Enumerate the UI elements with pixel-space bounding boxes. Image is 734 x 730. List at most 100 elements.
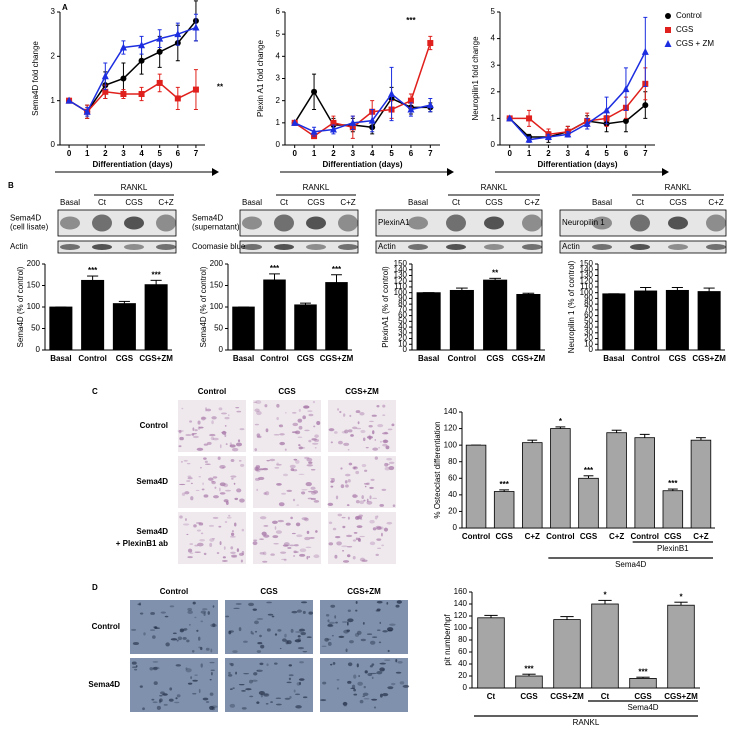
bar — [483, 279, 508, 351]
micrograph-texture — [298, 408, 301, 412]
micrograph-texture — [313, 554, 320, 559]
micrograph-texture — [131, 661, 137, 665]
y-tick-label: 0 — [463, 683, 468, 692]
lane-label: Ct — [280, 198, 289, 207]
micrograph-texture — [254, 423, 260, 426]
bar — [606, 432, 627, 529]
micrograph-texture — [304, 429, 310, 432]
micrograph-texture — [303, 405, 310, 409]
micrograph-texture — [335, 621, 338, 624]
micrograph-texture — [332, 661, 336, 665]
marker — [407, 105, 415, 113]
micrograph-texture — [234, 497, 239, 501]
micrograph-texture — [280, 558, 287, 561]
y-tick-label: 140 — [580, 265, 594, 274]
micrograph-texture — [392, 504, 396, 507]
micrograph-texture — [183, 628, 188, 631]
marker — [102, 88, 109, 95]
micrograph-texture — [227, 674, 233, 677]
bar — [465, 444, 487, 529]
micrograph-texture — [194, 674, 198, 676]
blot-band — [338, 214, 358, 232]
panel-label: C — [92, 387, 98, 396]
micrograph-texture — [210, 671, 213, 676]
micrograph-texture — [368, 424, 373, 428]
series-line — [294, 42, 432, 138]
micrograph-texture — [328, 428, 335, 432]
micrograph-texture — [218, 487, 221, 492]
micrograph-texture — [262, 551, 267, 556]
micrograph-texture — [304, 517, 309, 522]
micrograph-texture — [287, 546, 292, 550]
micrograph-texture — [344, 480, 348, 484]
micrograph-texture — [301, 491, 306, 495]
x-tick-label: C+Z — [609, 532, 624, 541]
micrograph-texture — [297, 638, 302, 642]
micrograph-texture — [168, 698, 174, 702]
column-label: CGS+ZM — [345, 387, 379, 396]
micrograph-texture — [341, 545, 348, 548]
micrograph-texture — [234, 522, 237, 527]
y-tick-label: 150 — [580, 259, 594, 268]
micrograph-texture — [212, 623, 216, 627]
micrograph-texture — [301, 489, 308, 491]
micrograph-texture — [345, 534, 353, 538]
y-tick-label: 120 — [444, 424, 458, 433]
micrograph-texture — [299, 553, 306, 557]
lane-label: Basal — [408, 198, 428, 207]
group-label: Sema4D — [615, 560, 646, 569]
bar — [493, 491, 515, 529]
micrograph-texture — [233, 607, 240, 610]
bar — [553, 619, 581, 689]
micrograph-texture — [219, 444, 222, 449]
micrograph-texture — [236, 488, 242, 493]
micrograph-texture — [286, 489, 293, 492]
micrograph-texture — [342, 550, 345, 552]
micrograph-texture — [162, 693, 168, 696]
micrograph-texture — [280, 551, 287, 554]
lane-label: Ct — [452, 198, 461, 207]
micrograph-texture — [308, 413, 314, 417]
micrograph-texture — [355, 601, 358, 604]
micrograph-texture — [345, 648, 348, 653]
micrograph-texture — [327, 623, 333, 627]
micrograph-texture — [255, 467, 260, 471]
micrograph-texture — [340, 467, 343, 470]
marker — [156, 34, 164, 42]
micrograph-texture — [385, 445, 390, 450]
blot-band — [92, 214, 112, 232]
micrograph-texture — [243, 640, 248, 643]
micrograph-texture — [375, 553, 379, 556]
micrograph — [130, 658, 218, 712]
lane-label: Basal — [60, 198, 80, 207]
micrograph-texture — [309, 536, 315, 539]
micrograph-texture — [314, 447, 317, 449]
blot-band — [60, 216, 80, 230]
micrograph-texture — [299, 661, 304, 664]
micrograph-texture — [369, 541, 376, 546]
micrograph-texture — [292, 422, 299, 427]
x-tick-label: 1 — [527, 149, 532, 158]
micrograph-texture — [313, 499, 320, 503]
micrograph-texture — [351, 684, 356, 689]
micrograph-texture — [194, 429, 198, 432]
micrograph-texture — [296, 504, 300, 506]
row-label: Sema4D — [88, 680, 120, 689]
micrograph-texture — [149, 629, 156, 631]
micrograph-texture — [352, 426, 358, 430]
micrograph-texture — [256, 669, 263, 672]
significance: *** — [88, 266, 98, 275]
micrograph-texture — [384, 439, 387, 443]
micrograph-texture — [350, 687, 356, 690]
micrograph-texture — [371, 663, 375, 666]
micrograph-texture — [327, 619, 330, 623]
micrograph-texture — [302, 650, 308, 653]
y-tick-label: 60 — [448, 473, 457, 482]
micrograph-texture — [239, 428, 245, 431]
micrograph-texture — [302, 696, 308, 699]
micrograph-texture — [361, 495, 364, 500]
x-tick-label: CGS — [486, 354, 504, 363]
bar — [144, 284, 168, 351]
y-tick-label: 90 — [398, 294, 407, 303]
y-tick-label: 60 — [584, 311, 593, 320]
